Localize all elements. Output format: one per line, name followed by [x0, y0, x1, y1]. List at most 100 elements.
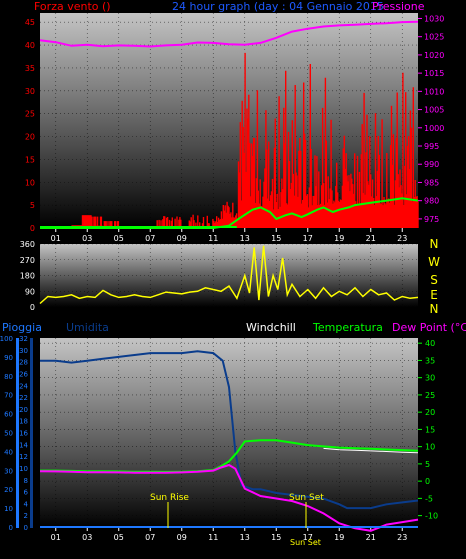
x-tick-label: 21 [366, 234, 376, 243]
x-tick-label: 15 [271, 533, 281, 542]
wind-speed-series [40, 52, 419, 228]
x-tick-label: 05 [114, 533, 124, 542]
temperature-tick-label: 35 [425, 356, 435, 365]
rain-tick-label: 40 [4, 448, 13, 456]
humidity-tick-label: 2 [24, 512, 28, 520]
pressure-tick-label: 990 [424, 160, 439, 169]
chart-title: 24 hour graph (day : 04 Gennaio 2015 [172, 0, 384, 13]
compass-s: S [430, 273, 438, 287]
humidity-tick-label: 0 [24, 524, 28, 532]
x-tick-label: 07 [145, 234, 155, 243]
top-x-tick-labels: 01 03 05 07 09 11 13 15 17 19 21 23 [51, 228, 407, 243]
temperature-tick-label: 30 [425, 374, 435, 383]
windchill-legend: Windchill [246, 321, 296, 334]
wind-direction-plot-area [40, 244, 418, 307]
compass-n-bottom: N [430, 302, 439, 316]
temperature-tick-label: 0 [425, 477, 430, 486]
wind-direction-tick-label: 90 [25, 287, 35, 296]
pressure-axis-title: Pressione [372, 0, 425, 13]
compass-w: W [428, 255, 440, 269]
x-tick-label: 15 [271, 234, 281, 243]
rain-tick-label: 80 [4, 373, 13, 381]
temperature-humidity-plot-area [40, 338, 418, 528]
pressure-tick-label: 1005 [424, 106, 444, 115]
humidity-tick-label: 32 [19, 335, 28, 343]
humidity-tick-label: 26 [19, 370, 28, 378]
compass-labels: N W S E N [428, 237, 440, 316]
humidity-tick-label: 30 [19, 347, 28, 355]
x-tick-label: 05 [114, 234, 124, 243]
rain-tick-labels: 0 10 20 30 40 50 60 70 80 90 100 [0, 335, 13, 532]
pressure-tick-label: 1025 [424, 33, 444, 42]
temperature-tick-label: 40 [425, 339, 435, 348]
pressure-tick-label: 995 [424, 142, 439, 151]
humidity-tick-label: 8 [24, 477, 28, 485]
wind-direction-tick-labels: 0 90 180 270 360 [20, 240, 35, 312]
x-tick-label: 09 [177, 234, 187, 243]
sunset-label: Sun Set [289, 493, 324, 503]
rain-axis-bar [16, 338, 19, 528]
x-tick-label: 21 [366, 533, 376, 542]
wind-average-series [40, 197, 419, 229]
humidity-series [40, 350, 419, 510]
humidity-tick-label: 6 [24, 489, 29, 497]
wind-speed-tick-label: 30 [25, 87, 35, 96]
pressure-series [39, 20, 419, 48]
x-tick-label: 01 [51, 533, 61, 542]
rain-tick-label: 70 [4, 392, 13, 400]
x-tick-label: 03 [82, 234, 92, 243]
rain-tick-label: 0 [9, 524, 13, 532]
x-tick-label: 23 [397, 533, 407, 542]
rain-tick-label: 60 [4, 411, 13, 419]
x-tick-label: 09 [177, 533, 187, 542]
pressure-tick-label: 980 [424, 197, 439, 206]
sunset-bottom-label: Sun Set [290, 538, 321, 547]
x-tick-label: 19 [334, 234, 344, 243]
pressure-tick-labels: 975 980 985 990 995 1000 1005 1010 1015 1020 1025 1… [418, 14, 444, 224]
wind-speed-tick-label: 0 [30, 224, 35, 233]
temperature-tick-label: 5 [425, 460, 430, 469]
humidity-axis-title: Umidita [66, 321, 109, 334]
humidity-tick-label: 14 [19, 441, 28, 449]
wind-speed-tick-labels: 0 5 10 15 20 25 30 35 40 45 [25, 18, 35, 233]
lower-x-tick-labels: 01 03 05 07 09 11 13 15 17 19 21 23 [51, 527, 407, 542]
humidity-axis-bar [30, 338, 33, 528]
x-tick-label: 03 [82, 533, 92, 542]
dewpoint-legend: Dew Point (°C) [392, 321, 466, 334]
wind-speed-tick-label: 20 [25, 133, 35, 142]
temperature-tick-label: -5 [425, 494, 433, 503]
pressure-tick-label: 985 [424, 178, 439, 187]
temperature-tick-labels: -10 -5 0 5 10 15 20 25 30 35 40 [418, 339, 438, 521]
wind-speed-tick-label: 5 [30, 201, 35, 210]
x-tick-label: 11 [208, 234, 218, 243]
humidity-tick-label: 24 [19, 382, 28, 390]
wind-speed-tick-label: 45 [25, 18, 35, 27]
wind-speed-tick-label: 15 [25, 155, 35, 164]
compass-n-top: N [430, 237, 439, 251]
humidity-tick-label: 10 [19, 465, 28, 473]
pressure-tick-label: 1000 [424, 124, 444, 133]
wind-direction-tick-label: 180 [20, 272, 35, 281]
wind-speed-tick-label: 35 [25, 64, 35, 73]
x-tick-label: 23 [397, 234, 407, 243]
humidity-tick-label: 20 [19, 406, 28, 414]
wind-speed-tick-label: 10 [25, 178, 35, 187]
wind-speed-tick-label: 40 [25, 41, 35, 50]
wind-direction-tick-label: 270 [20, 256, 35, 265]
rain-tick-label: 90 [4, 354, 13, 362]
humidity-tick-label: 12 [19, 453, 28, 461]
windchill-series [323, 447, 419, 454]
wind-speed-axis-title: Forza vento () [34, 0, 111, 13]
wind-direction-series [39, 245, 419, 305]
rain-axis-title: Pioggia [2, 321, 42, 334]
rain-tick-label: 30 [4, 467, 13, 475]
humidity-tick-label: 28 [19, 359, 28, 367]
x-tick-label: 17 [303, 234, 313, 243]
x-tick-label: 01 [51, 234, 61, 243]
pressure-tick-label: 1020 [424, 51, 444, 60]
wind-direction-tick-label: 0 [30, 303, 35, 312]
humidity-tick-label: 18 [19, 418, 28, 426]
